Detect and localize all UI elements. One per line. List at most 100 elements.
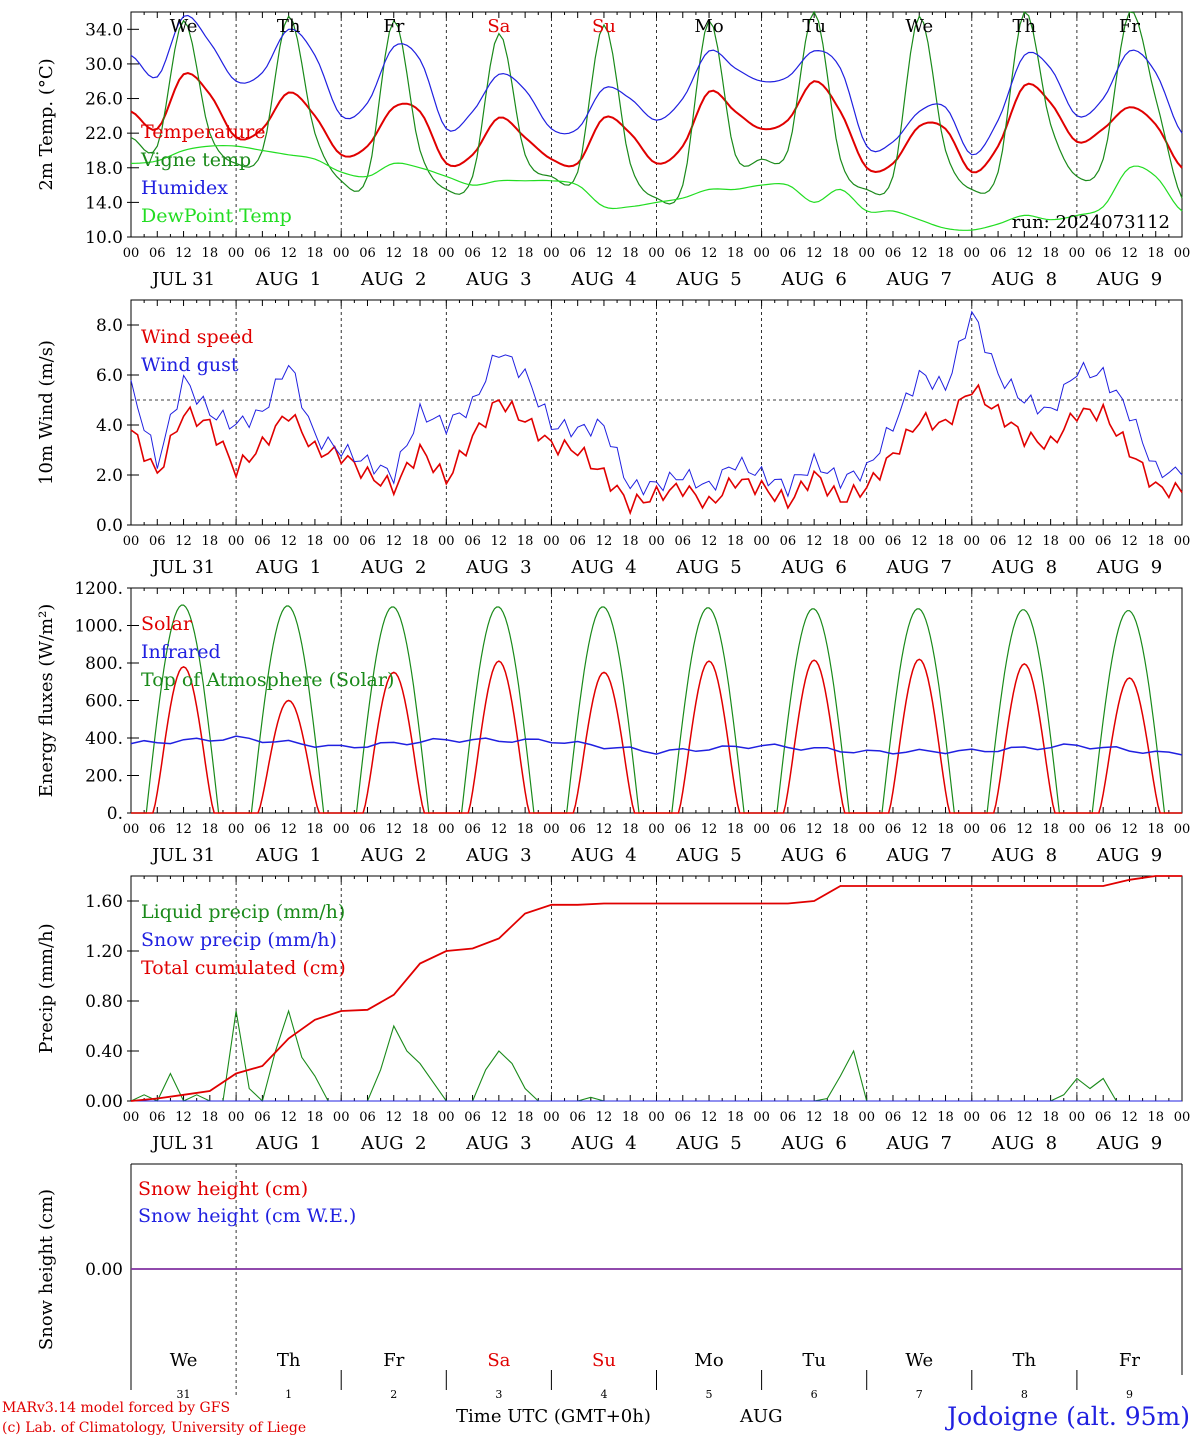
hour-tick-label: 12 xyxy=(1121,822,1138,837)
y-tick-label: 34.0 xyxy=(85,20,123,40)
hour-tick-label: 12 xyxy=(385,534,402,549)
y-tick-label: 1000. xyxy=(74,617,123,637)
hour-tick-label: 06 xyxy=(675,1110,692,1125)
hour-tick-label: 18 xyxy=(832,1110,849,1125)
hour-tick-label: 06 xyxy=(675,534,692,549)
legend-entry: Solar xyxy=(141,613,193,635)
hour-tick-label: 06 xyxy=(780,534,797,549)
hour-tick-label: 18 xyxy=(517,1110,534,1125)
hour-tick-label: 06 xyxy=(464,822,481,837)
legend-entry: Vigne temp xyxy=(140,149,251,171)
hour-tick-label: 06 xyxy=(149,1110,166,1125)
legend-entry: DewPoint Temp xyxy=(141,205,292,227)
hour-tick-label: 12 xyxy=(385,822,402,837)
hour-tick-label: 06 xyxy=(675,822,692,837)
hour-tick-label: 00 xyxy=(438,246,455,261)
weekday-top-label: Sa xyxy=(487,16,510,37)
series-infrared xyxy=(130,735,1183,756)
hour-tick-label: 06 xyxy=(1095,1110,1112,1125)
hour-tick-label: 18 xyxy=(307,822,324,837)
hour-tick-label: 12 xyxy=(806,822,823,837)
y-tick-label: 0.40 xyxy=(85,1042,123,1062)
day-number-label: 6 xyxy=(811,1388,818,1401)
y-tick-label: 30.0 xyxy=(85,55,123,75)
hour-tick-label: 18 xyxy=(832,534,849,549)
hour-tick-label: 06 xyxy=(885,822,902,837)
hour-tick-label: 12 xyxy=(1016,822,1033,837)
y-tick-label: 6.0 xyxy=(96,366,123,386)
hour-tick-label: 00 xyxy=(1069,534,1086,549)
hour-tick-label: 00 xyxy=(228,246,245,261)
weekday-bottom-label: Mo xyxy=(694,1350,723,1371)
hour-tick-label: 00 xyxy=(1069,822,1086,837)
y-tick-label: 18.0 xyxy=(85,159,123,179)
weekday-bottom-label: We xyxy=(905,1350,933,1371)
date-label: AUG 2 xyxy=(360,1133,426,1154)
hour-tick-label: 12 xyxy=(175,534,192,549)
hour-tick-label: 18 xyxy=(517,822,534,837)
date-label: AUG 5 xyxy=(675,557,741,578)
hour-tick-label: 00 xyxy=(123,534,140,549)
hour-tick-label: 18 xyxy=(727,534,744,549)
panel-frame xyxy=(130,11,1183,238)
weekday-top-label: Mo xyxy=(694,16,723,37)
hour-tick-label: 06 xyxy=(254,246,271,261)
hour-tick-label: 12 xyxy=(701,534,718,549)
hour-tick-label: 12 xyxy=(911,822,928,837)
series-humidex xyxy=(130,14,1183,156)
hour-tick-label: 12 xyxy=(1121,246,1138,261)
panel-snow: 0.00 Snow height (cm) Snow height (cm) Snow… xyxy=(36,1163,1183,1401)
hour-tick-label: 18 xyxy=(832,822,849,837)
date-label: AUG 6 xyxy=(780,845,846,866)
hour-tick-label: 18 xyxy=(202,246,219,261)
hour-tick-label: 00 xyxy=(858,534,875,549)
legend-entry: Wind gust xyxy=(141,354,239,376)
hour-tick-label: 00 xyxy=(1069,1110,1086,1125)
month-label: AUG xyxy=(740,1406,783,1427)
hour-tick-label: 06 xyxy=(1095,534,1112,549)
date-label: AUG 7 xyxy=(886,557,952,578)
hour-tick-label: 06 xyxy=(359,1110,376,1125)
site-label: Jodoigne (alt. 95m) xyxy=(947,1402,1190,1431)
hour-tick-label: 18 xyxy=(622,822,639,837)
hour-tick-label: 06 xyxy=(254,534,271,549)
date-label: AUG 8 xyxy=(991,269,1057,290)
hour-tick-label: 12 xyxy=(1121,1110,1138,1125)
hour-tick-label: 12 xyxy=(175,1110,192,1125)
hour-tick-label: 00 xyxy=(228,822,245,837)
series-temperature xyxy=(130,71,1183,174)
hour-tick-label: 06 xyxy=(359,246,376,261)
hour-tick-label: 00 xyxy=(333,822,350,837)
hour-tick-label: 18 xyxy=(412,1110,429,1125)
date-label: AUG 6 xyxy=(780,557,846,578)
hour-tick-label: 06 xyxy=(675,246,692,261)
hour-tick-label: 00 xyxy=(648,1110,665,1125)
hour-tick-label: 18 xyxy=(1042,822,1059,837)
hour-tick-label: 12 xyxy=(596,1110,613,1125)
hour-tick-label: 18 xyxy=(622,534,639,549)
hour-tick-label: 12 xyxy=(1016,1110,1033,1125)
date-label: AUG 1 xyxy=(255,557,321,578)
hour-tick-label: 00 xyxy=(438,822,455,837)
hour-tick-label: 06 xyxy=(569,246,586,261)
hour-tick-label: 18 xyxy=(727,1110,744,1125)
hour-tick-label: 00 xyxy=(753,534,770,549)
hour-tick-label: 00 xyxy=(964,822,981,837)
hour-tick-label: 00 xyxy=(858,246,875,261)
hour-tick-label: 12 xyxy=(596,246,613,261)
hour-tick-label: 12 xyxy=(175,246,192,261)
legend-entry: Wind speed xyxy=(141,326,253,348)
hour-tick-label: 00 xyxy=(228,534,245,549)
date-label: JUL 31 xyxy=(150,1133,215,1154)
panel-precip: 0.00 0.40 0.80 1.20 1.60 Precip (mm/h) Liquid … xyxy=(36,875,1190,1154)
hour-tick-label: 00 xyxy=(333,534,350,549)
y-tick-label: 4.0 xyxy=(96,416,123,436)
hour-tick-label: 06 xyxy=(990,246,1007,261)
hour-tick-label: 00 xyxy=(1174,822,1191,837)
hour-tick-label: 18 xyxy=(1147,822,1164,837)
panel-energy: 0. 200. 400. 600. 800. 1000. 1200. Energy fluxe… xyxy=(36,579,1190,866)
hour-tick-label: 12 xyxy=(1016,246,1033,261)
weekday-top-label: We xyxy=(905,16,933,37)
weekday-top-label: Fr xyxy=(383,16,404,37)
